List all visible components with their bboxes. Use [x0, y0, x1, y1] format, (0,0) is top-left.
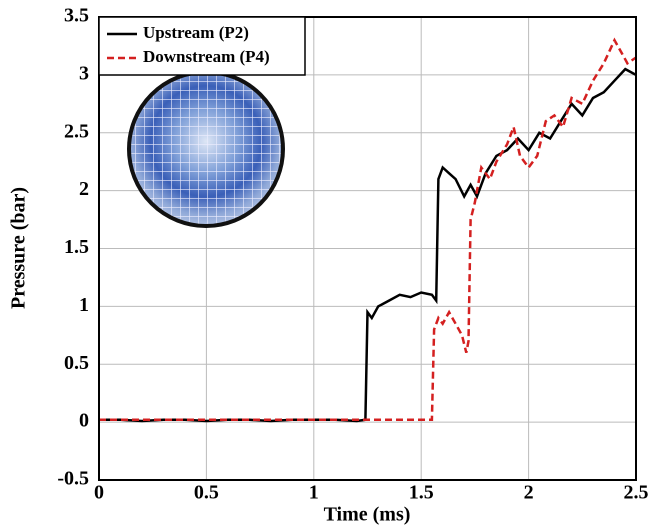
y-tick-label: 3.5 — [64, 5, 89, 27]
x-tick-label: 1.5 — [409, 482, 434, 504]
x-tick-label: 2 — [524, 482, 534, 504]
y-tick-label: 2 — [79, 178, 89, 200]
legend-label: Downstream (P4) — [143, 47, 270, 66]
y-tick-label: 2.5 — [64, 120, 89, 142]
inset-image — [127, 70, 285, 228]
plot-frame — [98, 16, 637, 481]
y-tick-label: 1 — [79, 294, 89, 316]
series — [99, 37, 637, 423]
legend: Upstream (P2) Downstream (P4) — [98, 16, 306, 76]
legend-box — [98, 16, 306, 76]
y-tick-label: -0.5 — [57, 468, 89, 490]
y-tick-label: 0.5 — [64, 352, 89, 374]
x-tick-label: 1 — [309, 482, 319, 504]
series-line — [99, 37, 637, 422]
mesh-overlay — [129, 72, 283, 226]
x-tick-label: 2.5 — [624, 482, 649, 504]
y-axis-label: Pressure (bar) — [8, 187, 30, 309]
x-tick-label: 0 — [94, 482, 104, 504]
y-tick-label: 1.5 — [64, 236, 89, 258]
y-tick-label: 0 — [79, 410, 89, 432]
legend-label: Upstream (P2) — [143, 23, 249, 42]
x-axis-label: Time (ms) — [324, 504, 411, 526]
y-tick-label: 3 — [79, 62, 89, 84]
x-tick-label: 0.5 — [194, 482, 219, 504]
